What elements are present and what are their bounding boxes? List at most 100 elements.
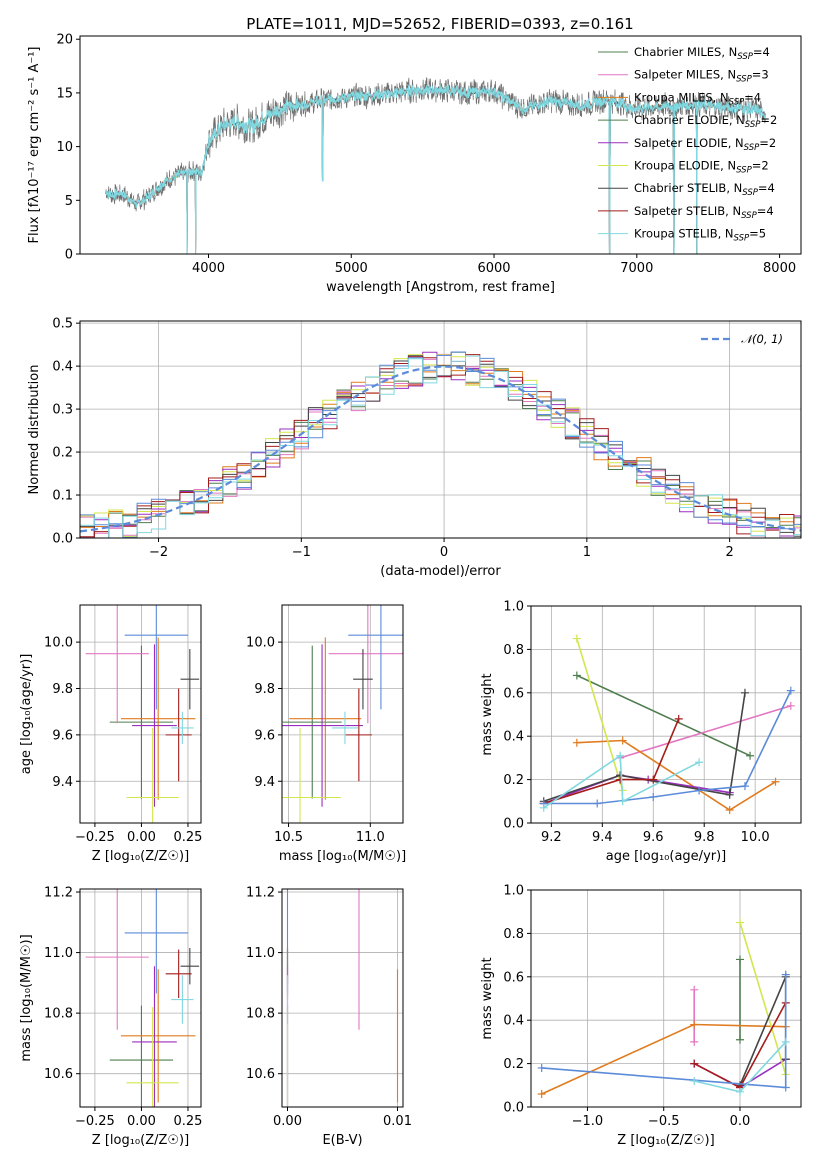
legend-entry: 𝒩(0, 1) — [741, 332, 783, 346]
ytick-label: 1.0 — [503, 884, 524, 899]
yaxis-label: mass weight — [480, 673, 495, 755]
weight-line — [576, 638, 624, 791]
weight-marker — [786, 686, 795, 695]
weight-marker — [695, 786, 704, 795]
axes-age-vs-Z: −0.25 0.00 0.25 9.4 9.6 9.8 10.0 Z [log₁₀(Z/Z☉)… — [19, 604, 202, 864]
xtick-label: 0.00 — [273, 1114, 302, 1129]
weight-marker — [735, 918, 744, 927]
ytick-label: 9.4 — [254, 775, 275, 790]
weight-marker — [593, 799, 602, 808]
ytick-label: 11.0 — [44, 946, 73, 961]
weight-line — [576, 739, 776, 811]
ytick-label: 15 — [56, 86, 73, 101]
weight-marker — [740, 688, 749, 697]
weight-marker — [695, 758, 704, 767]
ytick-label: 9.6 — [254, 728, 275, 743]
axes-weight-vs-age: 9.2 9.4 9.6 9.8 10.0 0.0 0.2 0.4 0.6 0.8 1.0 age [l… — [480, 600, 802, 864]
weight-marker — [781, 1083, 790, 1092]
grid-mass-vs-Z — [80, 889, 201, 1107]
ytick-label: 10.0 — [246, 636, 275, 651]
data-weight-vs-age — [539, 634, 795, 814]
legend-entry: Salpeter ELODIE, NSSP=2 — [634, 136, 776, 153]
xtick-label: 9.6 — [643, 830, 664, 845]
weight-marker — [572, 634, 581, 643]
xtick-label: 10.0 — [741, 830, 770, 845]
ytick-label: 0.6 — [503, 970, 524, 985]
ytick-label: 0.0 — [52, 532, 73, 547]
ytick-label: 10.8 — [44, 1007, 73, 1022]
axes-weight-vs-Z: −1.0 −0.5 0.0 0.0 0.2 0.4 0.6 0.8 1.0 Z [log₁₀(Z/… — [480, 884, 802, 1148]
xtick-label: −1 — [292, 545, 311, 560]
ytick-label: 5 — [65, 194, 73, 209]
spectrum-title: PLATE=1011, MJD=52652, FIBERID=0393, z=0… — [246, 15, 633, 33]
ytick-label: 9.8 — [254, 682, 275, 697]
xtick-label: −2 — [149, 545, 168, 560]
ytick-label: 10 — [56, 140, 73, 155]
axes-frame — [79, 604, 202, 824]
xaxis-label: E(B-V) — [322, 1133, 362, 1148]
grid-age-vs-mass — [282, 605, 403, 823]
grid-residuals — [80, 321, 801, 539]
yaxis-label: age [log₁₀(age/yr)] — [19, 654, 34, 775]
histogram-step — [80, 351, 801, 538]
xaxis-label: Z [log₁₀(Z/Z☉)] — [92, 849, 189, 864]
ytick-label: 0.1 — [52, 489, 73, 504]
ytick-label: 1.0 — [503, 600, 524, 615]
xaxis-label: Z [log₁₀(Z/Z☉)] — [617, 1133, 714, 1148]
axes-spectrum: 4000 5000 6000 7000 8000 0 5 10 15 20 wavelength [… — [27, 33, 802, 295]
weight-marker — [537, 1089, 546, 1098]
weight-line — [576, 674, 751, 757]
ytick-label: 10.8 — [246, 1007, 275, 1022]
weight-marker — [616, 751, 625, 760]
ytick-label: 0.2 — [52, 446, 73, 461]
weight-line — [739, 922, 787, 1075]
xtick-label: 5000 — [335, 261, 368, 276]
weight-marker — [649, 775, 658, 784]
histogram-step — [80, 355, 801, 538]
xaxis-label: mass [log₁₀(M/M☉)] — [279, 849, 406, 864]
xtick-label: 7000 — [620, 261, 653, 276]
ytick-label: 0.5 — [52, 317, 73, 332]
weight-marker — [735, 1087, 744, 1096]
weight-marker — [746, 751, 755, 760]
data-mass-vs-Z — [85, 889, 200, 1107]
grid-mass-vs-EBV — [282, 889, 403, 1107]
yaxis-label: mass weight — [480, 957, 495, 1039]
weight-marker — [690, 985, 699, 994]
ytick-label: 0.4 — [503, 730, 524, 745]
xaxis-label: age [log₁₀(age/yr)] — [606, 849, 727, 864]
xtick-label: 6000 — [477, 261, 510, 276]
axes-frame — [530, 605, 802, 824]
axes-frame — [79, 35, 802, 255]
ytick-label: 20 — [56, 33, 73, 48]
ytick-label: 10.0 — [44, 636, 73, 651]
ytick-label: 0.8 — [503, 643, 524, 658]
weight-marker — [537, 1063, 546, 1072]
axes-frame — [79, 320, 802, 539]
weight-marker — [572, 738, 581, 747]
weight-line — [543, 718, 680, 805]
weight-marker — [781, 1037, 790, 1046]
xtick-label: 1 — [583, 545, 591, 560]
histogram-step — [80, 351, 801, 538]
weight-marker — [690, 1076, 699, 1085]
weight-marker — [786, 701, 795, 710]
axes-mass-vs-Z: −0.25 0.00 0.25 10.6 10.8 11.0 11.2 Z [log₁₀(Z/… — [19, 886, 202, 1148]
weight-marker — [572, 671, 581, 680]
yaxis-label: mass [log₁₀(M/M☉)] — [19, 934, 34, 1061]
weight-line — [543, 690, 792, 805]
ytick-label: 0.2 — [503, 1057, 524, 1072]
data-age-vs-mass — [282, 605, 403, 823]
ytick-label: 9.6 — [52, 728, 73, 743]
xaxis-label: wavelength [Angstrom, rest frame] — [326, 280, 555, 295]
ytick-label: 0.0 — [503, 817, 524, 832]
legend-entry: Kroupa STELIB, NSSP=5 — [634, 227, 766, 244]
ytick-label: 0.3 — [52, 403, 73, 418]
axes-frame — [281, 888, 404, 1108]
weight-marker — [740, 782, 749, 791]
xtick-label: −1.0 — [572, 1114, 604, 1129]
xtick-label: 0.25 — [173, 830, 202, 845]
legend-entry: Chabrier STELIB, NSSP=4 — [634, 181, 775, 198]
xtick-label: 8000 — [763, 261, 796, 276]
